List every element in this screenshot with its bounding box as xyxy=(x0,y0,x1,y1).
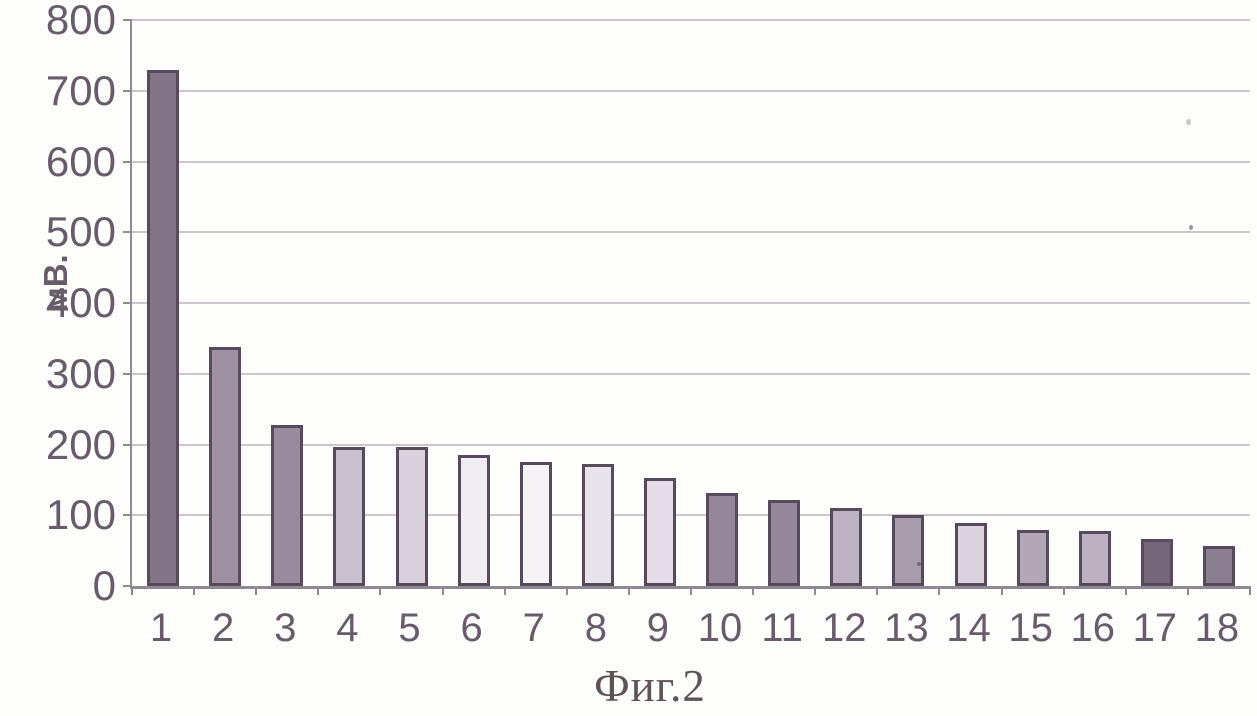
y-tick-label: 300 xyxy=(45,349,116,397)
x-tick-mark xyxy=(752,586,755,595)
x-tick-label: 1 xyxy=(149,606,173,650)
x-tick-label: 15 xyxy=(1008,606,1053,650)
x-tick-label: 14 xyxy=(946,606,991,650)
scan-speck xyxy=(917,562,921,566)
bar-17 xyxy=(1140,539,1173,586)
scan-speck xyxy=(1186,119,1191,125)
figure-caption: Фиг.2 xyxy=(594,661,706,711)
bar-10 xyxy=(706,492,739,586)
x-axis-tick-labels: 1 2 3 4 5 6 7 8 9 10 11 12 13 14 15 16 17 18 xyxy=(130,604,1248,652)
y-tick-mark xyxy=(123,19,132,21)
x-tick-mark xyxy=(131,586,133,595)
y-tick-label: 200 xyxy=(45,420,116,468)
y-tick-mark xyxy=(123,231,132,234)
x-tick-label: 10 xyxy=(697,606,743,650)
y-tick-label: 0 xyxy=(92,562,116,609)
gridline xyxy=(132,231,1250,234)
x-tick-mark xyxy=(317,586,320,595)
y-axis-tick-labels: 0 100 200 300 400 500 600 700 800 xyxy=(0,0,116,607)
x-tick-label: 2 xyxy=(212,606,235,650)
y-tick-label: 800 xyxy=(45,0,116,43)
x-tick-mark xyxy=(1249,586,1251,595)
x-tick-label: 3 xyxy=(274,606,297,650)
scan-speck xyxy=(1189,225,1193,230)
x-tick-label: 18 xyxy=(1194,606,1240,650)
bar-18 xyxy=(1202,546,1235,586)
x-tick-label: 8 xyxy=(584,606,607,650)
bar-2 xyxy=(209,346,242,586)
bar-6 xyxy=(457,455,490,586)
y-tick-label: 600 xyxy=(45,137,116,185)
gridline xyxy=(132,514,1250,517)
x-tick-mark xyxy=(565,586,568,595)
gridline xyxy=(132,302,1250,304)
gridline xyxy=(132,372,1250,375)
bar-11 xyxy=(768,500,801,586)
x-tick-mark xyxy=(627,586,630,595)
x-tick-label: 7 xyxy=(522,606,545,650)
y-tick-mark xyxy=(123,89,132,92)
gridline xyxy=(132,160,1250,163)
x-tick-label: 13 xyxy=(884,606,929,650)
y-tick-label: 100 xyxy=(45,491,116,539)
bar-1 xyxy=(147,69,180,586)
bar-12 xyxy=(830,508,863,586)
plot-area xyxy=(123,19,1251,595)
y-tick-label: 400 xyxy=(45,279,116,326)
y-tick-mark xyxy=(123,514,132,517)
gridline xyxy=(132,443,1250,446)
x-tick-mark xyxy=(379,586,382,595)
y-tick-mark xyxy=(123,302,132,304)
bar-3 xyxy=(271,424,304,586)
x-tick-mark xyxy=(814,586,817,595)
bar-13 xyxy=(892,515,925,586)
x-tick-label: 4 xyxy=(336,606,359,650)
x-tick-mark xyxy=(1062,586,1065,595)
gridline xyxy=(132,19,1250,21)
bar-8 xyxy=(581,464,614,586)
bar-5 xyxy=(395,447,428,586)
x-tick-mark xyxy=(1124,586,1127,595)
y-tick-label: 500 xyxy=(45,208,116,256)
y-tick-mark xyxy=(123,372,132,375)
y-tick-mark xyxy=(123,443,132,446)
x-tick-label: 11 xyxy=(761,606,803,650)
x-tick-mark xyxy=(193,586,196,595)
bar-7 xyxy=(519,462,552,586)
bar-16 xyxy=(1078,530,1111,586)
x-tick-label: 5 xyxy=(398,606,421,650)
x-tick-mark xyxy=(690,586,692,595)
x-tick-label: 16 xyxy=(1070,606,1115,650)
bar-15 xyxy=(1016,530,1049,586)
bar-9 xyxy=(643,478,676,586)
y-tick-mark xyxy=(123,585,132,587)
x-tick-label: 9 xyxy=(646,606,670,650)
x-tick-mark xyxy=(503,586,506,595)
bar-4 xyxy=(333,447,366,586)
y-tick-label: 700 xyxy=(45,66,116,114)
x-tick-mark xyxy=(441,586,444,595)
gridline xyxy=(132,89,1250,92)
x-tick-label: 6 xyxy=(460,606,483,650)
y-tick-mark xyxy=(123,160,132,163)
x-tick-label: 17 xyxy=(1132,606,1178,650)
x-tick-mark xyxy=(1000,586,1003,595)
bar-14 xyxy=(954,523,987,586)
x-tick-mark xyxy=(1186,586,1189,595)
x-tick-mark xyxy=(938,586,941,595)
x-tick-mark xyxy=(255,586,258,595)
x-tick-label: 12 xyxy=(822,606,867,650)
x-tick-mark xyxy=(876,586,879,595)
